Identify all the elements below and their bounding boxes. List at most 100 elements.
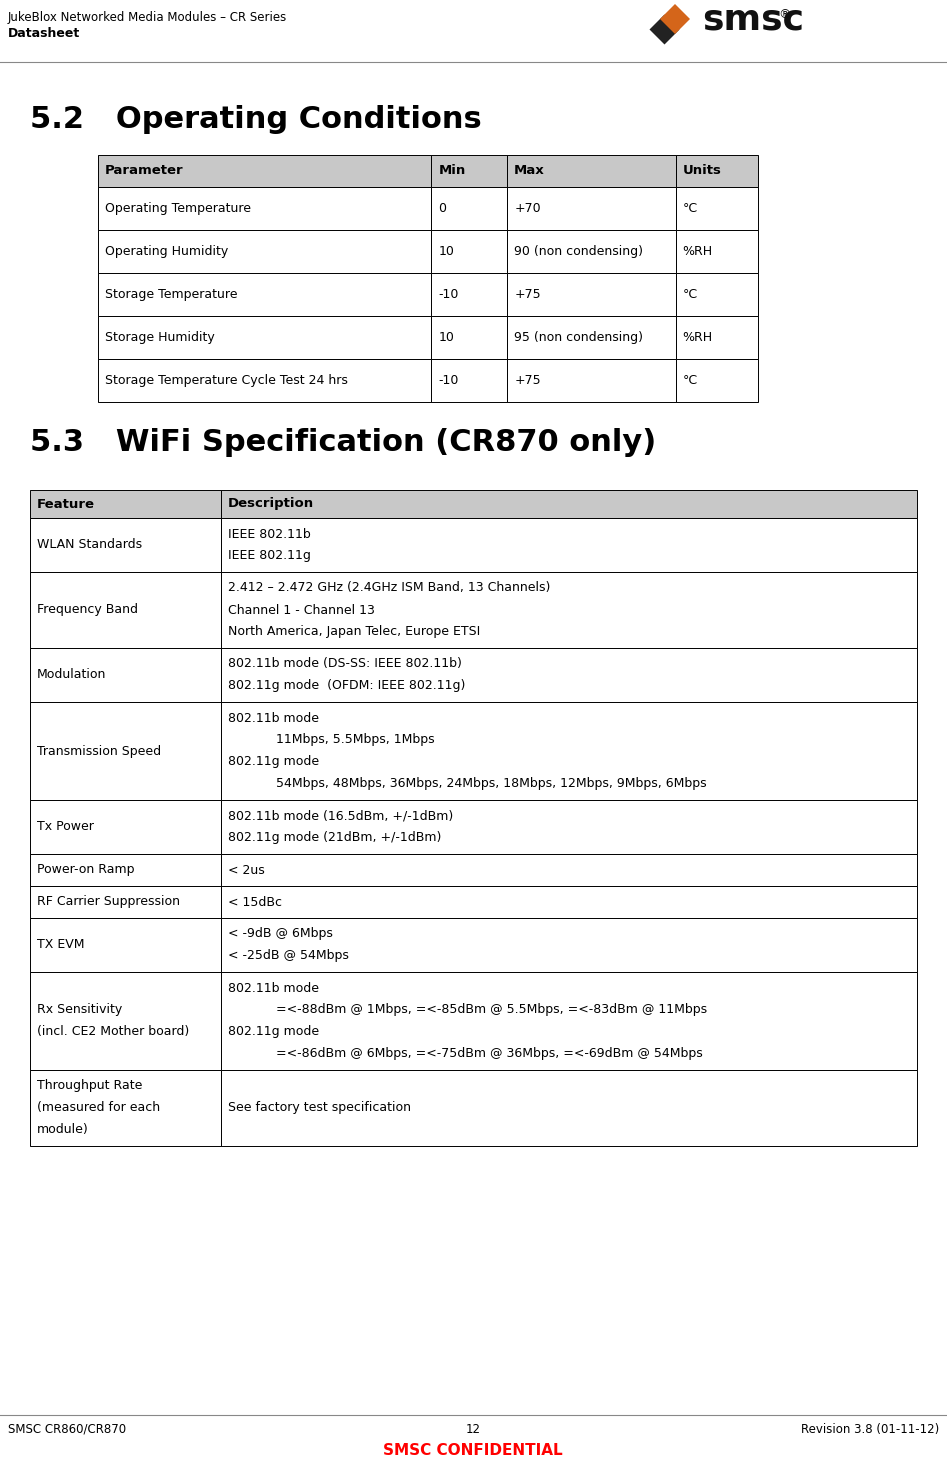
- Text: 95 (non condensing): 95 (non condensing): [514, 330, 643, 344]
- Bar: [221, 800, 917, 854]
- Bar: [30, 518, 221, 572]
- Bar: [675, 187, 758, 230]
- Text: %RH: %RH: [683, 246, 713, 257]
- Text: Tx Power: Tx Power: [37, 820, 94, 833]
- Text: Modulation: Modulation: [37, 668, 106, 681]
- Bar: [675, 273, 758, 316]
- Text: Transmission Speed: Transmission Speed: [37, 744, 161, 757]
- Text: +75: +75: [514, 288, 541, 301]
- Text: °C: °C: [683, 202, 698, 215]
- Bar: [508, 187, 675, 230]
- Bar: [30, 854, 221, 886]
- Text: (measured for each: (measured for each: [37, 1101, 160, 1114]
- Text: WLAN Standards: WLAN Standards: [37, 538, 142, 551]
- Text: Storage Temperature Cycle Test 24 hrs: Storage Temperature Cycle Test 24 hrs: [105, 374, 348, 387]
- Text: (incl. CE2 Mother board): (incl. CE2 Mother board): [37, 1025, 189, 1038]
- Bar: [98, 230, 431, 273]
- Text: < -9dB @ 6Mbps: < -9dB @ 6Mbps: [227, 927, 332, 940]
- Bar: [675, 155, 758, 187]
- Text: SMSC CONFIDENTIAL: SMSC CONFIDENTIAL: [384, 1443, 563, 1458]
- Text: RF Carrier Suppression: RF Carrier Suppression: [37, 896, 180, 908]
- Bar: [508, 360, 675, 402]
- Bar: [221, 648, 917, 702]
- Text: =<-86dBm @ 6Mbps, =<-75dBm @ 36Mbps, =<-69dBm @ 54Mbps: =<-86dBm @ 6Mbps, =<-75dBm @ 36Mbps, =<-…: [227, 1047, 703, 1060]
- Bar: [221, 572, 917, 648]
- Bar: [508, 155, 675, 187]
- Bar: [30, 490, 221, 518]
- Bar: [221, 854, 917, 886]
- Text: See factory test specification: See factory test specification: [227, 1101, 411, 1114]
- Text: 5.3   WiFi Specification (CR870 only): 5.3 WiFi Specification (CR870 only): [30, 428, 656, 458]
- Text: +70: +70: [514, 202, 541, 215]
- Text: IEEE 802.11g: IEEE 802.11g: [227, 550, 311, 563]
- Bar: [675, 360, 758, 402]
- Bar: [98, 360, 431, 402]
- Bar: [98, 155, 431, 187]
- Text: 2.412 – 2.472 GHz (2.4GHz ISM Band, 13 Channels): 2.412 – 2.472 GHz (2.4GHz ISM Band, 13 C…: [227, 582, 550, 595]
- Text: CONFIDENTIAL: CONFIDENTIAL: [260, 545, 920, 975]
- Text: < 2us: < 2us: [227, 864, 264, 877]
- Bar: [431, 230, 508, 273]
- Bar: [431, 360, 508, 402]
- Text: Units: Units: [683, 165, 722, 177]
- Polygon shape: [660, 4, 690, 34]
- Text: Storage Humidity: Storage Humidity: [105, 330, 215, 344]
- Text: Throughput Rate: Throughput Rate: [37, 1079, 142, 1092]
- Text: 802.11g mode: 802.11g mode: [227, 1025, 319, 1038]
- Text: -10: -10: [438, 288, 458, 301]
- Text: Frequency Band: Frequency Band: [37, 604, 138, 617]
- Bar: [508, 273, 675, 316]
- Bar: [98, 187, 431, 230]
- Bar: [221, 972, 917, 1070]
- Text: < 15dBc: < 15dBc: [227, 896, 281, 908]
- Bar: [98, 316, 431, 360]
- Text: =<-88dBm @ 1Mbps, =<-85dBm @ 5.5Mbps, =<-83dBm @ 11Mbps: =<-88dBm @ 1Mbps, =<-85dBm @ 5.5Mbps, =<…: [227, 1003, 706, 1016]
- Bar: [98, 273, 431, 316]
- Text: 802.11b mode (DS-SS: IEEE 802.11b): 802.11b mode (DS-SS: IEEE 802.11b): [227, 658, 461, 671]
- Text: 0: 0: [438, 202, 446, 215]
- Text: °C: °C: [683, 374, 698, 387]
- Polygon shape: [650, 15, 680, 44]
- Bar: [221, 918, 917, 972]
- Text: Operating Temperature: Operating Temperature: [105, 202, 251, 215]
- Text: 10: 10: [438, 246, 455, 257]
- Text: +75: +75: [514, 374, 541, 387]
- Text: 802.11g mode: 802.11g mode: [227, 756, 319, 769]
- Bar: [431, 187, 508, 230]
- Text: °C: °C: [683, 288, 698, 301]
- Bar: [675, 316, 758, 360]
- Bar: [30, 800, 221, 854]
- Bar: [431, 273, 508, 316]
- Text: ®: ®: [778, 7, 791, 20]
- Text: 802.11b mode: 802.11b mode: [227, 981, 319, 994]
- Text: TX EVM: TX EVM: [37, 939, 84, 952]
- Text: Revision 3.8 (01-11-12): Revision 3.8 (01-11-12): [801, 1423, 939, 1436]
- Text: Min: Min: [438, 165, 466, 177]
- Text: Datasheet: Datasheet: [8, 26, 80, 39]
- Text: 802.11g mode  (OFDM: IEEE 802.11g): 802.11g mode (OFDM: IEEE 802.11g): [227, 680, 465, 693]
- Text: Feature: Feature: [37, 497, 95, 510]
- Text: 5.2   Operating Conditions: 5.2 Operating Conditions: [30, 105, 482, 135]
- Bar: [221, 1070, 917, 1146]
- Text: smsc: smsc: [702, 1, 804, 37]
- Text: Channel 1 - Channel 13: Channel 1 - Channel 13: [227, 604, 375, 617]
- Bar: [431, 155, 508, 187]
- Bar: [30, 572, 221, 648]
- Text: SMSC CR860/CR870: SMSC CR860/CR870: [8, 1423, 126, 1436]
- Bar: [675, 230, 758, 273]
- Text: 802.11g mode (21dBm, +/-1dBm): 802.11g mode (21dBm, +/-1dBm): [227, 832, 441, 845]
- Bar: [30, 648, 221, 702]
- Bar: [221, 518, 917, 572]
- Text: 12: 12: [466, 1423, 480, 1436]
- Bar: [508, 230, 675, 273]
- Bar: [30, 1070, 221, 1146]
- Text: Rx Sensitivity: Rx Sensitivity: [37, 1003, 122, 1016]
- Bar: [431, 316, 508, 360]
- Bar: [30, 972, 221, 1070]
- Text: Max: Max: [514, 165, 545, 177]
- Text: %RH: %RH: [683, 330, 713, 344]
- Text: IEEE 802.11b: IEEE 802.11b: [227, 528, 311, 541]
- Bar: [30, 702, 221, 800]
- Bar: [221, 886, 917, 918]
- Bar: [30, 918, 221, 972]
